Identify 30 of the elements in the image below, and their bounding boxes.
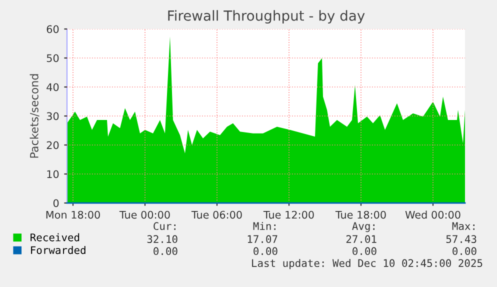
- text: Cur:: [154, 222, 176, 230]
- text: 57.43: [446, 235, 476, 244]
- x-tick-label: Tue 00:00: [119, 210, 170, 219]
- y-tick-label: 10: [47, 170, 59, 178]
- y-axis-title: Packets/second: [30, 74, 40, 158]
- text: 32.10: [147, 235, 178, 244]
- text: Min:: [253, 222, 276, 230]
- x-tick-label: Wed 00:00: [405, 210, 460, 219]
- text: 0.00: [254, 247, 278, 256]
- y-tick-label: 20: [46, 141, 59, 150]
- x-tick-label: Tue 12:00: [263, 210, 314, 219]
- y-tick-label: 50: [46, 54, 59, 62]
- text: Max:: [452, 222, 474, 230]
- y-tick-label: 60: [46, 25, 59, 34]
- text: Last update: Wed Dec 10 02:45:00 2025: [252, 258, 482, 270]
- y-tick-label: 40: [46, 83, 59, 92]
- text: 17.07: [248, 235, 278, 244]
- y-tick-label: 30: [46, 112, 59, 120]
- x-tick-label: Mon 18:00: [46, 210, 100, 219]
- x-tick-label: Tue 06:00: [191, 210, 242, 219]
- text: 0.00: [154, 247, 178, 256]
- text: Avg:: [352, 222, 374, 232]
- text: 0.00: [452, 247, 476, 256]
- chart-title: Firewall Throughput - by day: [168, 10, 365, 24]
- y-tick-label: 0: [53, 199, 59, 208]
- text: 27.01: [346, 235, 376, 244]
- legend-label: Received: [30, 233, 80, 242]
- legend-label: Forwarded: [31, 246, 86, 254]
- x-tick-label: Tue 18:00: [335, 210, 386, 219]
- text: 0.00: [352, 247, 376, 256]
